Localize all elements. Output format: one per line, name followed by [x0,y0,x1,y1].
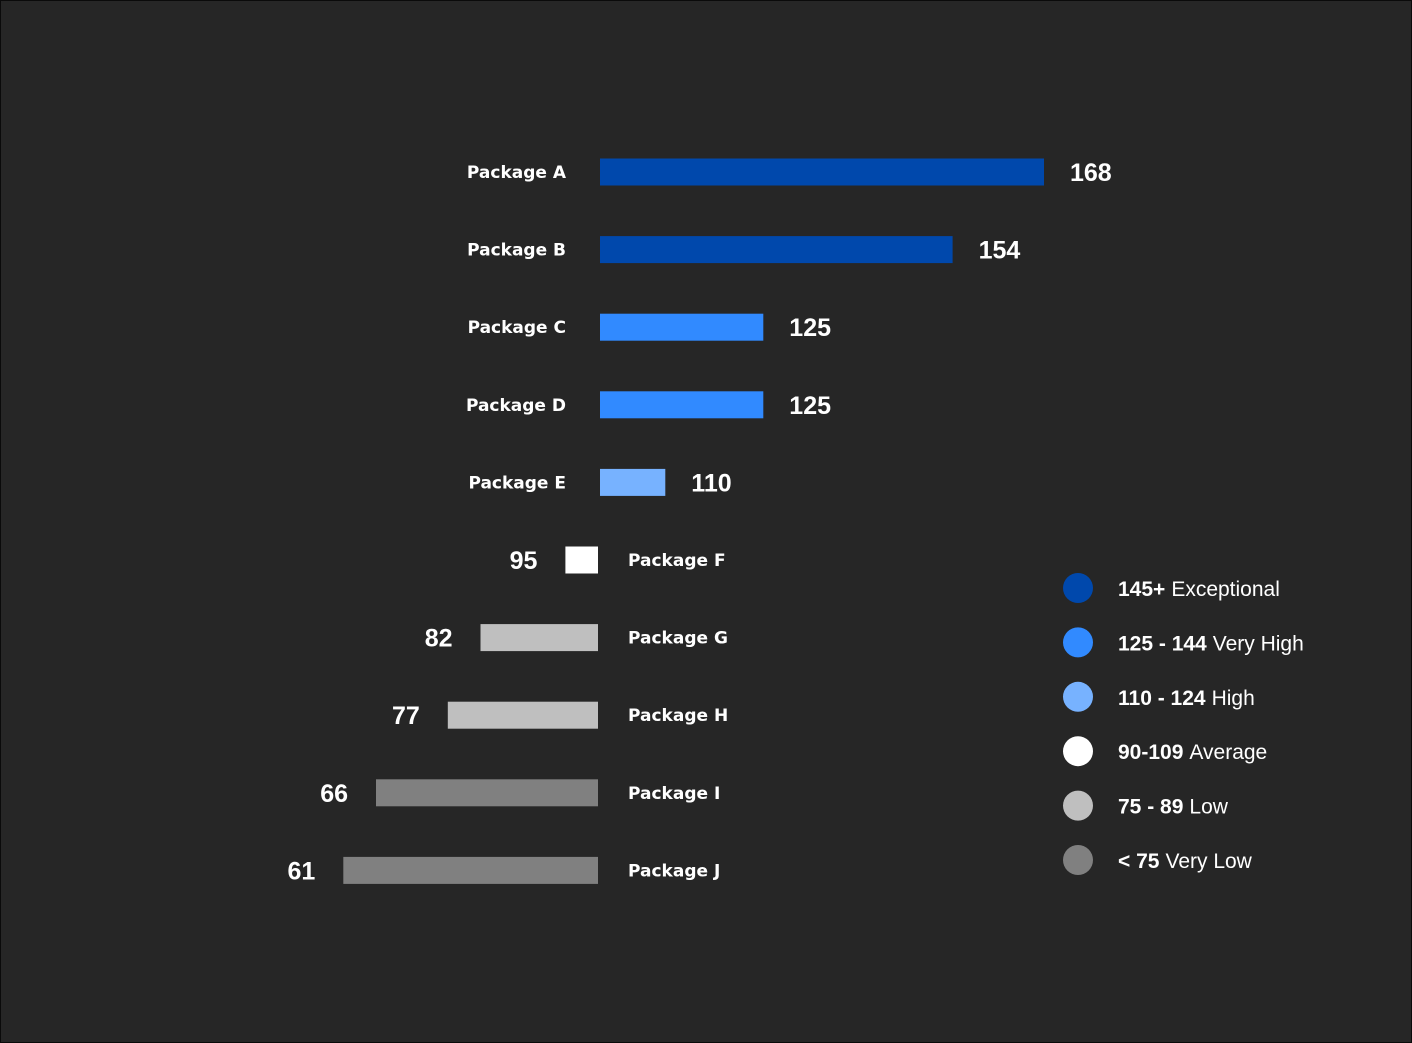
value-label: 110 [691,469,731,497]
legend-swatch [1063,627,1093,658]
value-label: 61 [287,857,315,885]
value-label: 125 [789,314,831,342]
legend-entry: 145+ Exceptional [1118,578,1280,601]
legend-label: Exceptional [1171,578,1280,601]
legend-range: 75 - 89 [1118,796,1183,819]
bar-package-d [600,391,764,419]
legend-range: 125 - 144 [1118,632,1207,655]
legend-entry: 110 - 124 High [1118,687,1255,710]
bar-package-e [600,468,666,496]
legend-entry: 90-109 Average [1118,741,1267,764]
bar-package-i [376,779,598,807]
legend-swatch [1063,845,1093,875]
category-label: Package A [467,163,567,183]
value-label: 168 [1070,159,1112,187]
legend-entry: < 75 Very Low [1118,850,1253,873]
legend-range: < 75 [1118,850,1160,873]
value-label: 66 [320,780,348,808]
legend-swatch [1063,681,1093,712]
legend-label: High [1212,687,1255,710]
category-label: Package J [628,861,720,881]
category-label: Package E [468,473,566,493]
category-label: Package F [628,551,726,571]
category-label: Package D [466,396,566,416]
legend-range: 145+ [1118,578,1165,601]
category-label: Package I [628,784,720,804]
category-label: Package G [628,629,728,649]
legend-entry: 75 - 89 Low [1118,796,1229,819]
legend-range: 110 - 124 [1118,687,1206,710]
value-label: 82 [425,625,453,653]
category-label: Package C [468,318,566,338]
bar-package-f [565,546,598,574]
value-label: 154 [979,237,1021,265]
bar-package-c [600,313,764,341]
bar-package-h [447,701,598,729]
bar-package-j [343,856,598,884]
legend-range: 90-109 [1118,741,1183,764]
bar-package-a [600,158,1044,186]
value-label: 125 [789,392,831,420]
legend-label: Average [1189,741,1267,764]
category-label: Package B [467,241,566,261]
legend-swatch [1063,573,1093,603]
value-label: 95 [510,547,538,575]
legend-swatch [1063,790,1093,821]
value-label: 77 [392,702,420,730]
category-label: Package H [628,706,728,726]
legend-swatch [1063,736,1093,767]
legend-label: Low [1189,796,1228,819]
bar-package-b [600,236,953,264]
legend-label: Very Low [1165,850,1252,873]
bar-package-g [480,624,598,652]
legend-label: Very High [1213,632,1304,655]
legend: 145+ Exceptional 125 - 144 Very High 110 - 1… [1063,573,1304,875]
legend-entry: 125 - 144 Very High [1118,632,1304,655]
